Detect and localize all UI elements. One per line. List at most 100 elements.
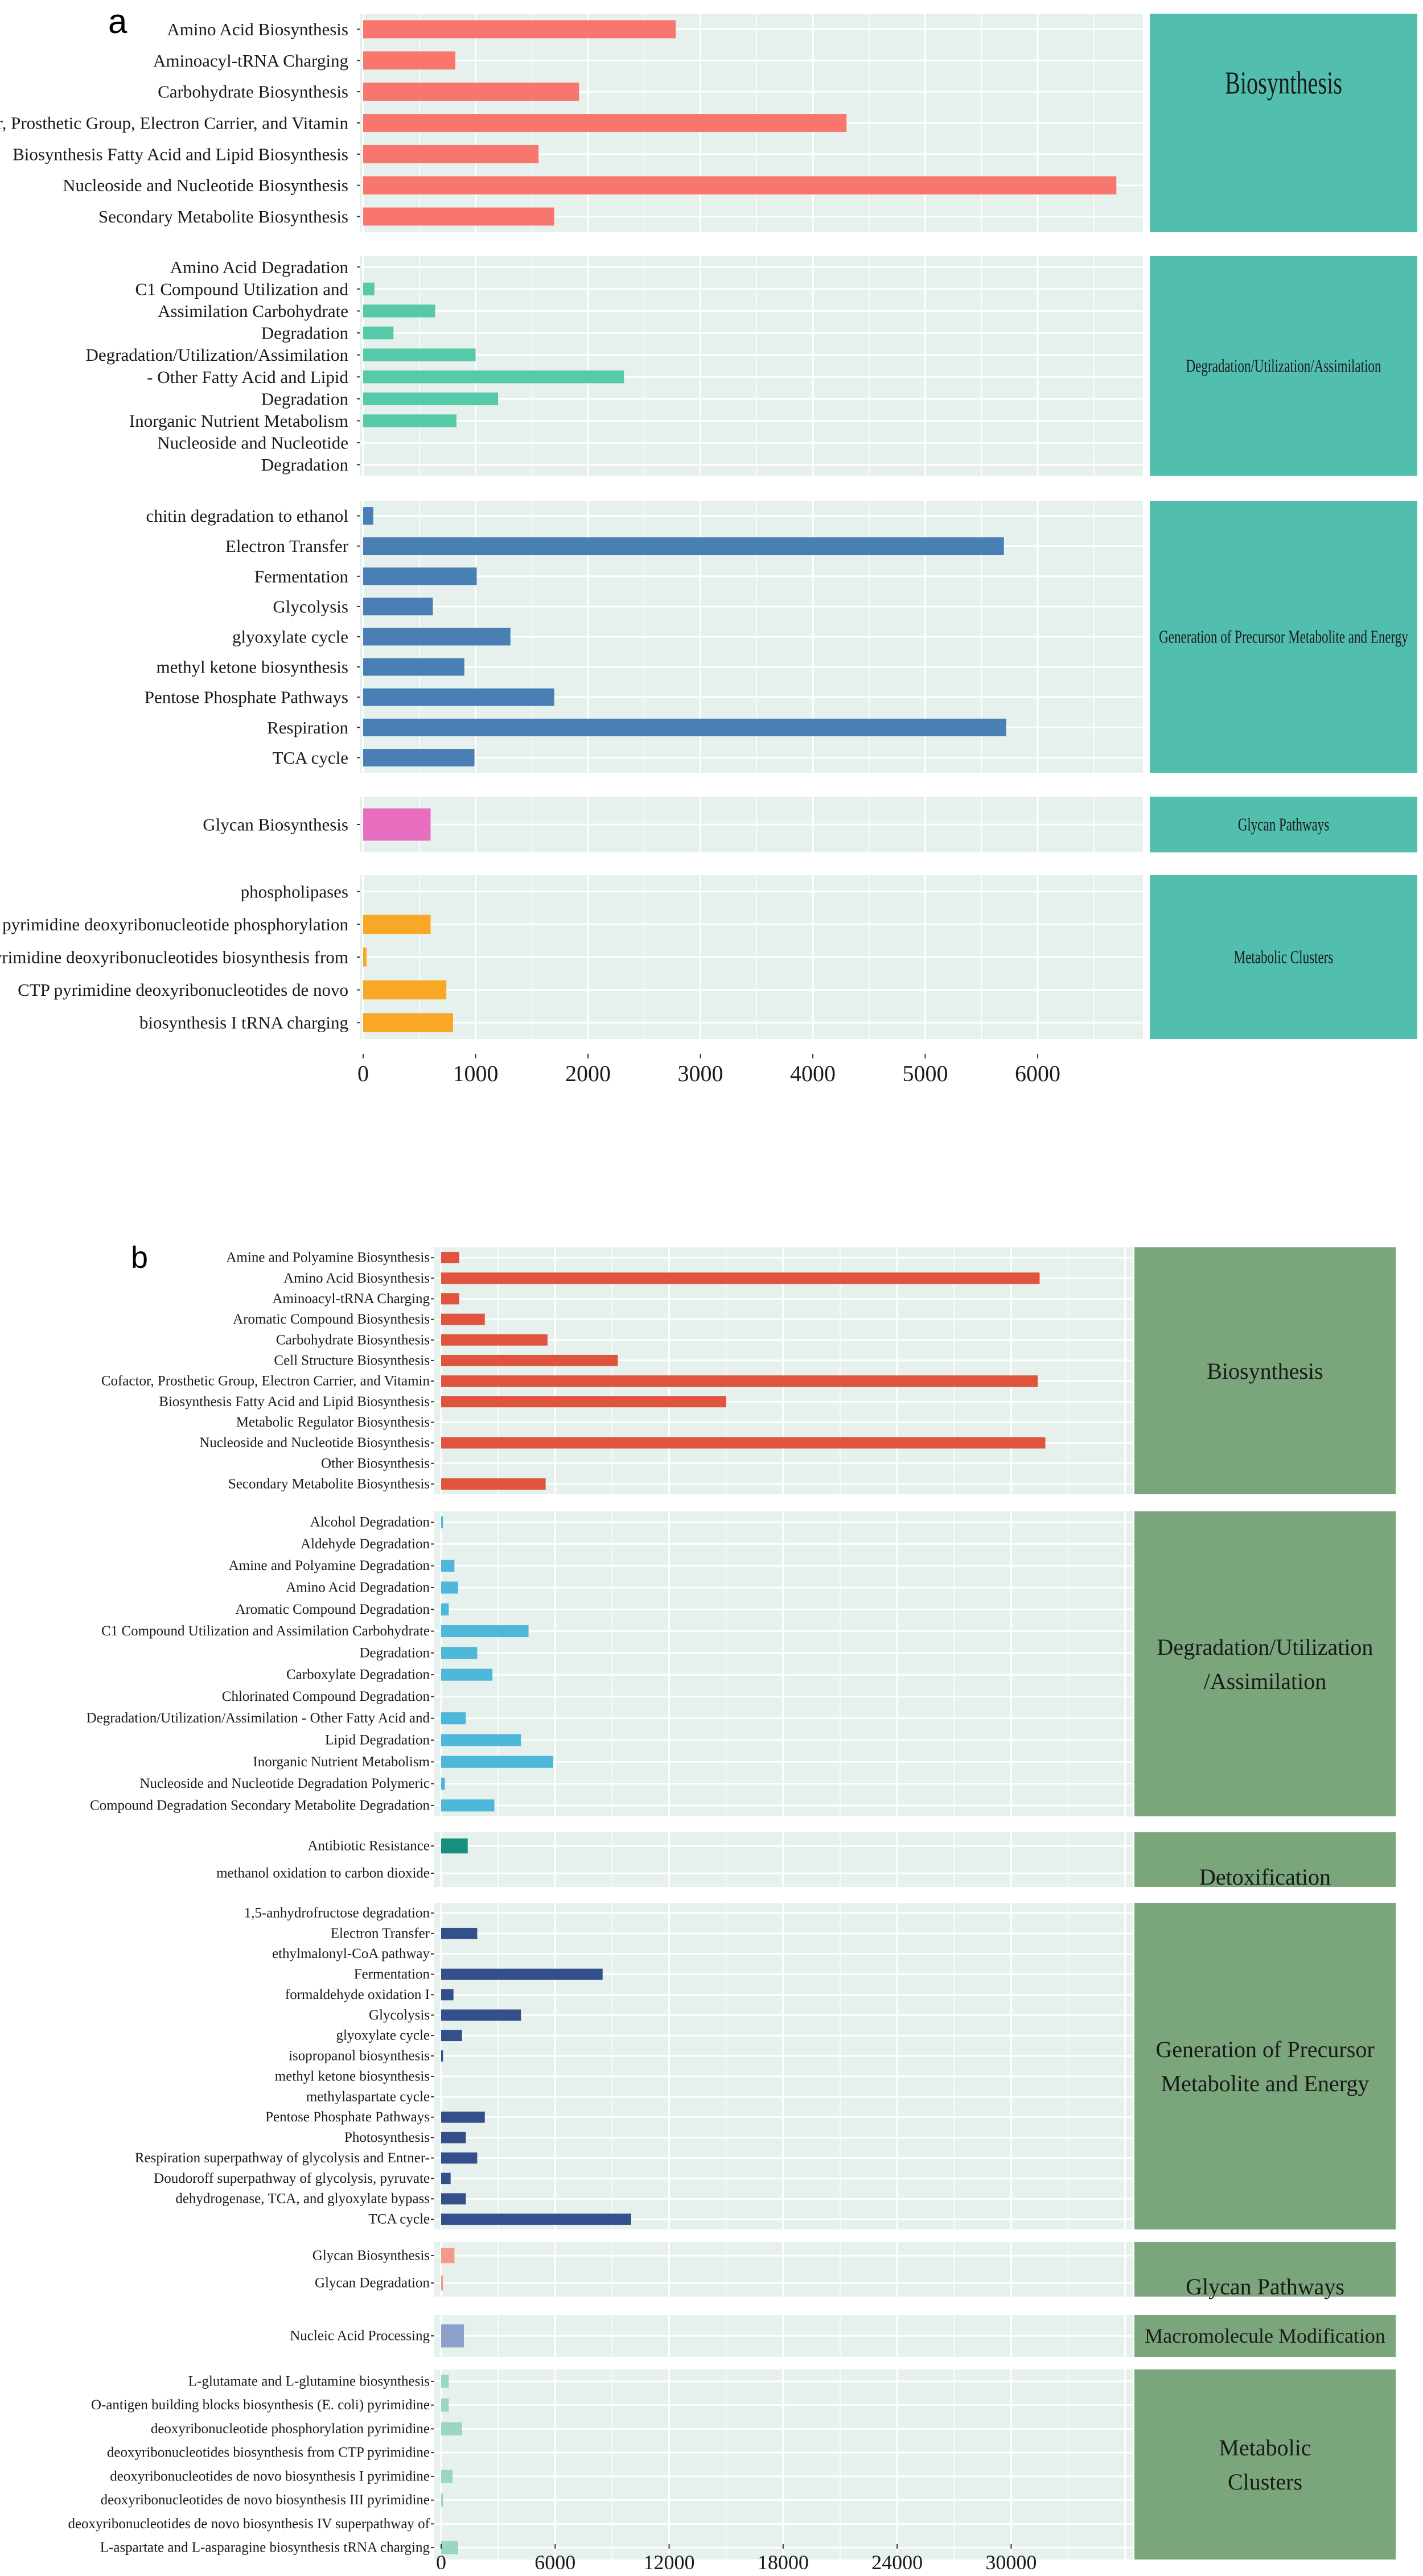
facet-strip: [1134, 2315, 1396, 2357]
bar: [441, 1799, 495, 1812]
bar: [363, 370, 624, 384]
facet-strip-label: Biosynthesis: [1225, 65, 1342, 101]
bar: [441, 2275, 443, 2291]
category-label: Secondary Metabolite Biosynthesis: [98, 207, 348, 226]
category-label: Biosynthesis Fatty Acid and Lipid Biosyn…: [13, 144, 348, 164]
category-label: Fermentation: [254, 566, 349, 586]
x-tick-label: 2000: [565, 1061, 611, 1086]
category-label: Nucleoside and Nucleotide Degradation Po…: [139, 1776, 430, 1791]
facet-strip: [1150, 256, 1417, 476]
category-label: Pentose Phosphate Pathways: [145, 687, 348, 707]
category-label: isopropanol biosynthesis: [289, 2049, 430, 2064]
bar: [363, 114, 847, 132]
bar: [441, 2541, 459, 2554]
bar: [363, 304, 435, 318]
bar: [441, 1968, 603, 1980]
category-label: Secondary Metabolite Biosynthesis: [228, 1476, 430, 1491]
category-label: Pentose Phosphate Pathways: [265, 2109, 430, 2125]
bar: [363, 947, 367, 967]
bar: [363, 914, 431, 934]
category-label: deoxyribonucleotides de novo biosynthesi…: [68, 2516, 430, 2532]
category-label: glyoxylate cycle: [336, 2028, 430, 2043]
bar: [363, 414, 456, 427]
bar: [441, 1437, 1046, 1449]
category-label: Antibiotic Resistance: [307, 1839, 430, 1854]
bar: [441, 1668, 493, 1681]
category-label: chitin degradation to ethanol: [146, 506, 348, 526]
category-label: TCA cycle: [368, 2212, 430, 2227]
bar: [441, 1581, 459, 1594]
category-label: deoxyribonucleotide phosphorylation pyri…: [151, 2421, 430, 2437]
facet: 1,5-anhydrofructose degradation Electron …: [135, 1903, 1396, 2229]
category-label: Degradation: [359, 1645, 430, 1660]
category-label: methylaspartate cycle: [306, 2089, 430, 2104]
bar: [441, 2422, 462, 2435]
bar: [441, 1734, 521, 1746]
facet-strip: [1134, 1832, 1396, 1887]
category-label: Amino Acid Biosynthesis: [283, 1271, 430, 1286]
category-label: L-glutamate and L-glutamine biosynthesis: [188, 2373, 430, 2389]
panel-b: b Amine and Polyamine Biosynthesis Amino A…: [68, 1240, 1396, 2574]
category-label: Chlorinated Compound Degradation: [222, 1689, 430, 1704]
bar: [441, 1478, 546, 1490]
facet: Glycan Biosynthesis Glycan Pathways: [203, 797, 1417, 852]
category-label: pyrimidine deoxyribonucleotides biosynth…: [0, 947, 348, 967]
bar: [441, 1625, 529, 1638]
facet-strip-label: Glycan Pathways: [1186, 2274, 1344, 2299]
category-label: deoxyribonucleotides biosynthesis from C…: [107, 2445, 430, 2460]
bar: [363, 282, 375, 296]
facet-strip: [1150, 797, 1417, 852]
category-label: C1 Compound Utilization and Assimilation…: [101, 1623, 430, 1639]
category-label: Doudoroff superpathway of glycolysis, py…: [154, 2171, 430, 2186]
category-label: methyl ketone biosynthesis: [275, 2068, 430, 2084]
category-label: Degradation: [261, 389, 349, 409]
x-tick-label: 6000: [1015, 1061, 1060, 1086]
bar: [363, 597, 433, 616]
category-label: formaldehyde oxidation I: [285, 1987, 430, 2002]
category-label: glyoxylate cycle: [232, 627, 348, 647]
x-tick-label: 6000: [534, 2551, 575, 2574]
x-tick-label: 5000: [903, 1061, 948, 1086]
facet-strip: [1134, 2369, 1396, 2559]
panel-a: a Amino Acid Biosynthesis Aminoacyl-tRNA C…: [0, 2, 1417, 1086]
bar: [441, 2493, 443, 2507]
facet-strip-label: Generation of Precursor Metabolite and E…: [1159, 627, 1408, 647]
bar: [441, 2030, 462, 2042]
facet: Alcohol Degradation Aldehyde Degradation A…: [87, 1511, 1396, 1816]
bar: [363, 51, 455, 70]
category-label: Cofactor, Prosthetic Group, Electron Car…: [0, 113, 348, 133]
bar: [441, 2050, 443, 2062]
category-label: Carbohydrate Biosynthesis: [158, 82, 348, 102]
category-label: Aromatic Compound Degradation: [235, 1602, 430, 1617]
facet: Amino Acid Biosynthesis Aminoacyl-tRNA Ch…: [0, 14, 1417, 232]
bar: [363, 207, 554, 226]
category-label: Glycolysis: [273, 596, 348, 616]
x-tick-label: 18000: [758, 2551, 809, 2574]
bar: [441, 1647, 478, 1659]
x-axis: 0 1000 2000 3000 4000 5000 6000: [357, 1054, 1060, 1086]
category-label: Compound Degradation Secondary Metabolit…: [90, 1798, 430, 1813]
bar: [441, 2152, 478, 2164]
bar: [363, 507, 373, 525]
bar: [441, 1838, 468, 1854]
category-label: Alcohol Degradation: [310, 1515, 430, 1530]
facet-strip: [1150, 875, 1417, 1039]
category-label: Fermentation: [354, 1967, 430, 1982]
category-label: Aromatic Compound Biosynthesis: [233, 1312, 430, 1327]
category-label: ethylmalonyl-CoA pathway: [272, 1946, 430, 1961]
facet-strip-label: Macromolecule Modification: [1145, 2324, 1385, 2347]
bar: [441, 1560, 455, 1572]
x-tick-label: 24000: [871, 2551, 923, 2574]
category-label: deoxyribonucleotides de novo biosynthesi…: [110, 2468, 430, 2484]
facet-strip-label: Generation of Precursor Metabolite and En…: [1155, 2037, 1374, 2096]
bar: [441, 1354, 618, 1366]
x-tick-label: 0: [357, 1061, 369, 1086]
bar: [363, 718, 1006, 736]
facet-strip-label: Degradation/Utilization/Assimilation: [1157, 1634, 1373, 1694]
facet-background: [360, 256, 1143, 476]
facet-strip-label: Glycan Pathways: [1238, 814, 1330, 835]
facet-strip: [1134, 1247, 1396, 1494]
category-label: Carboxylate Degradation: [286, 1667, 430, 1683]
